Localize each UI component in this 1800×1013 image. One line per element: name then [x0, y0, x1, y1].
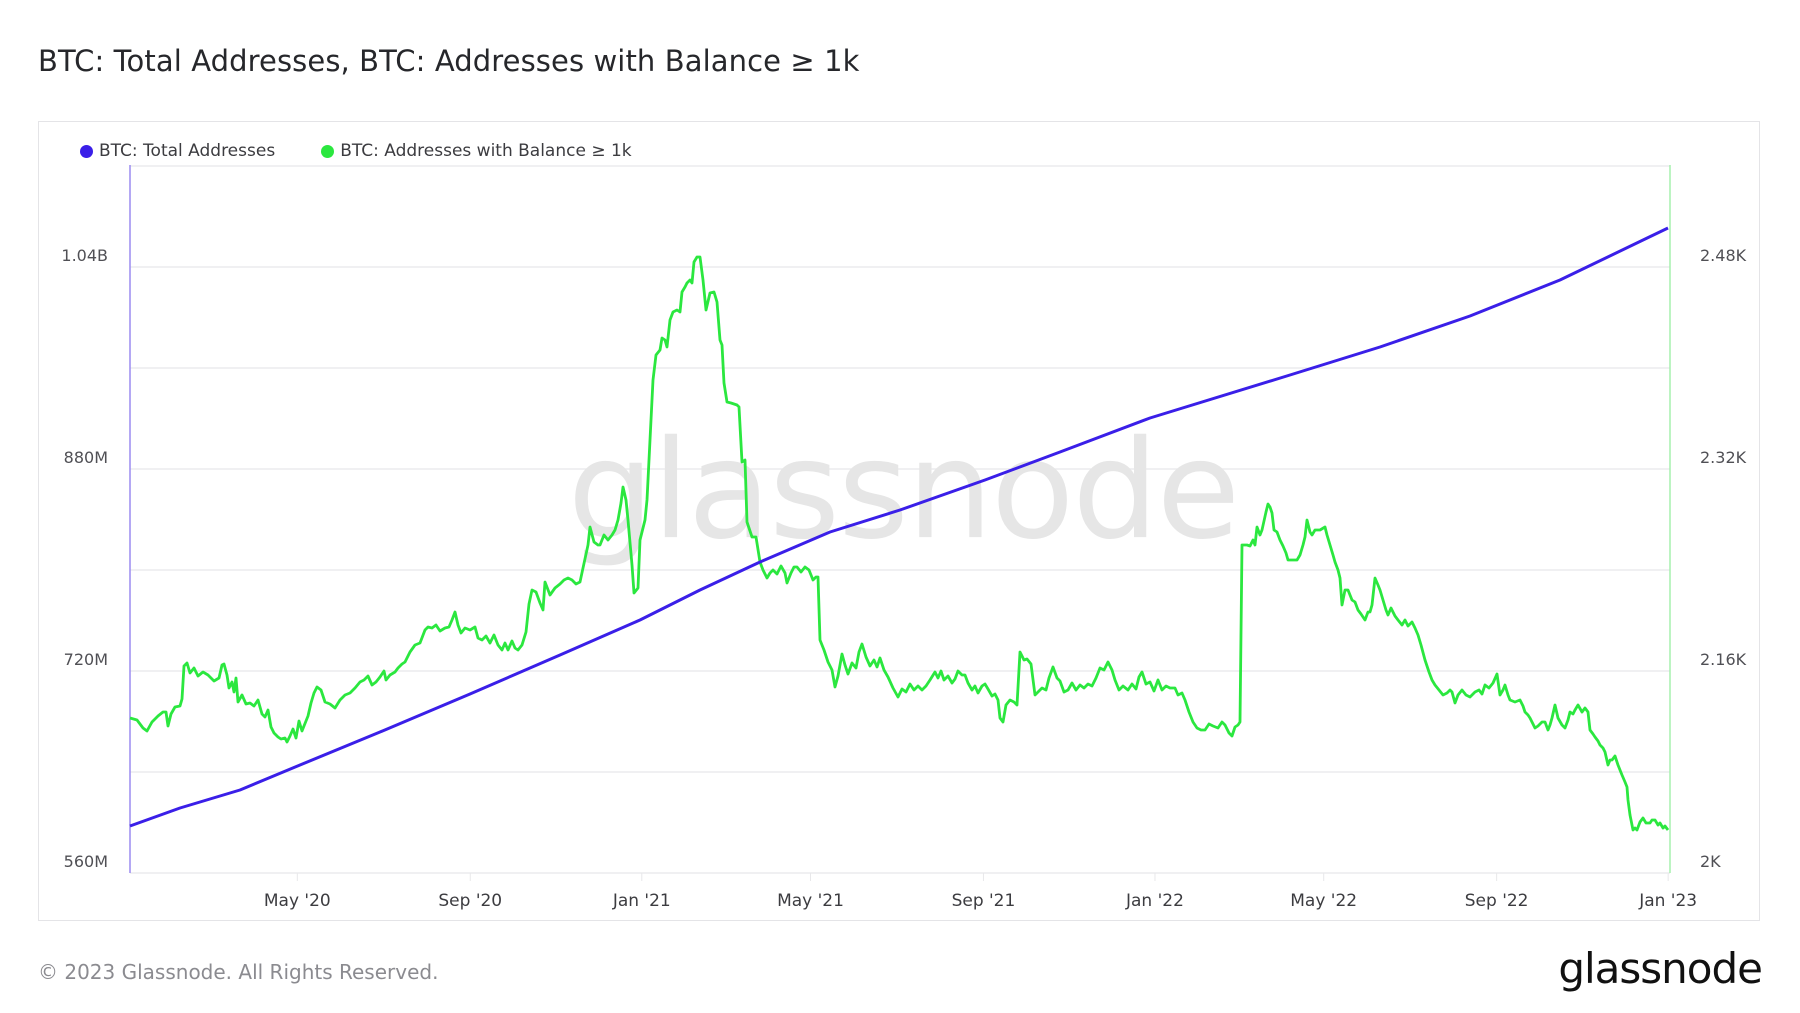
- left-axis-label: 560M: [64, 852, 108, 871]
- x-axis-label: May '22: [1290, 891, 1357, 911]
- legend-dot-icon: [80, 144, 93, 158]
- x-axis-labels: May '20 Sep '20 Jan '21 May '21 Sep '21 Jan '…: [264, 891, 1697, 911]
- x-axis-label: Sep '20: [438, 891, 502, 911]
- chart-legend: BTC: Total Addresses BTC: Addresses with…: [80, 139, 678, 163]
- series-total-addresses-line[interactable]: [129, 226, 1669, 828]
- x-axis-label: Jan '22: [1125, 891, 1184, 911]
- watermark: glassnode: [568, 412, 1239, 570]
- chart-frame: [38, 121, 1760, 921]
- right-axis-labels: 2K 2.16K 2.32K 2.48K: [1700, 246, 1747, 871]
- x-axis-label: May '20: [264, 891, 331, 911]
- legend-dot-icon: [321, 144, 335, 158]
- glassnode-logo: glassnode: [1558, 944, 1763, 993]
- copyright-footer: © 2023 Glassnode. All Rights Reserved.: [38, 960, 439, 984]
- x-axis-label: Sep '21: [952, 891, 1016, 911]
- legend-label: BTC: Total Addresses: [99, 141, 276, 161]
- right-axis-label: 2.32K: [1700, 448, 1747, 467]
- left-axis-labels: 560M 720M 880M 1.04B: [61, 246, 108, 871]
- right-axis-label: 2.48K: [1700, 246, 1747, 265]
- left-axis-label: 880M: [64, 448, 108, 467]
- legend-item-balance-1k[interactable]: BTC: Addresses with Balance ≥ 1k: [321, 141, 632, 161]
- left-axis-label: 720M: [64, 650, 108, 669]
- x-axis-label: Sep '22: [1465, 891, 1529, 911]
- series-balance-1k-line[interactable]: [129, 255, 1670, 832]
- page-title: BTC: Total Addresses, BTC: Addresses wit…: [38, 44, 860, 78]
- gridlines: [130, 165, 1670, 881]
- left-axis-label: 1.04B: [61, 246, 108, 265]
- right-axis-label: 2K: [1700, 852, 1721, 871]
- right-axis-label: 2.16K: [1700, 650, 1747, 669]
- legend-label: BTC: Addresses with Balance ≥ 1k: [340, 141, 632, 161]
- x-axis-label: Jan '23: [1638, 891, 1697, 911]
- x-axis-label: May '21: [777, 891, 844, 911]
- x-axis-label: Jan '21: [612, 891, 671, 911]
- legend-item-total-addresses[interactable]: BTC: Total Addresses: [80, 141, 275, 161]
